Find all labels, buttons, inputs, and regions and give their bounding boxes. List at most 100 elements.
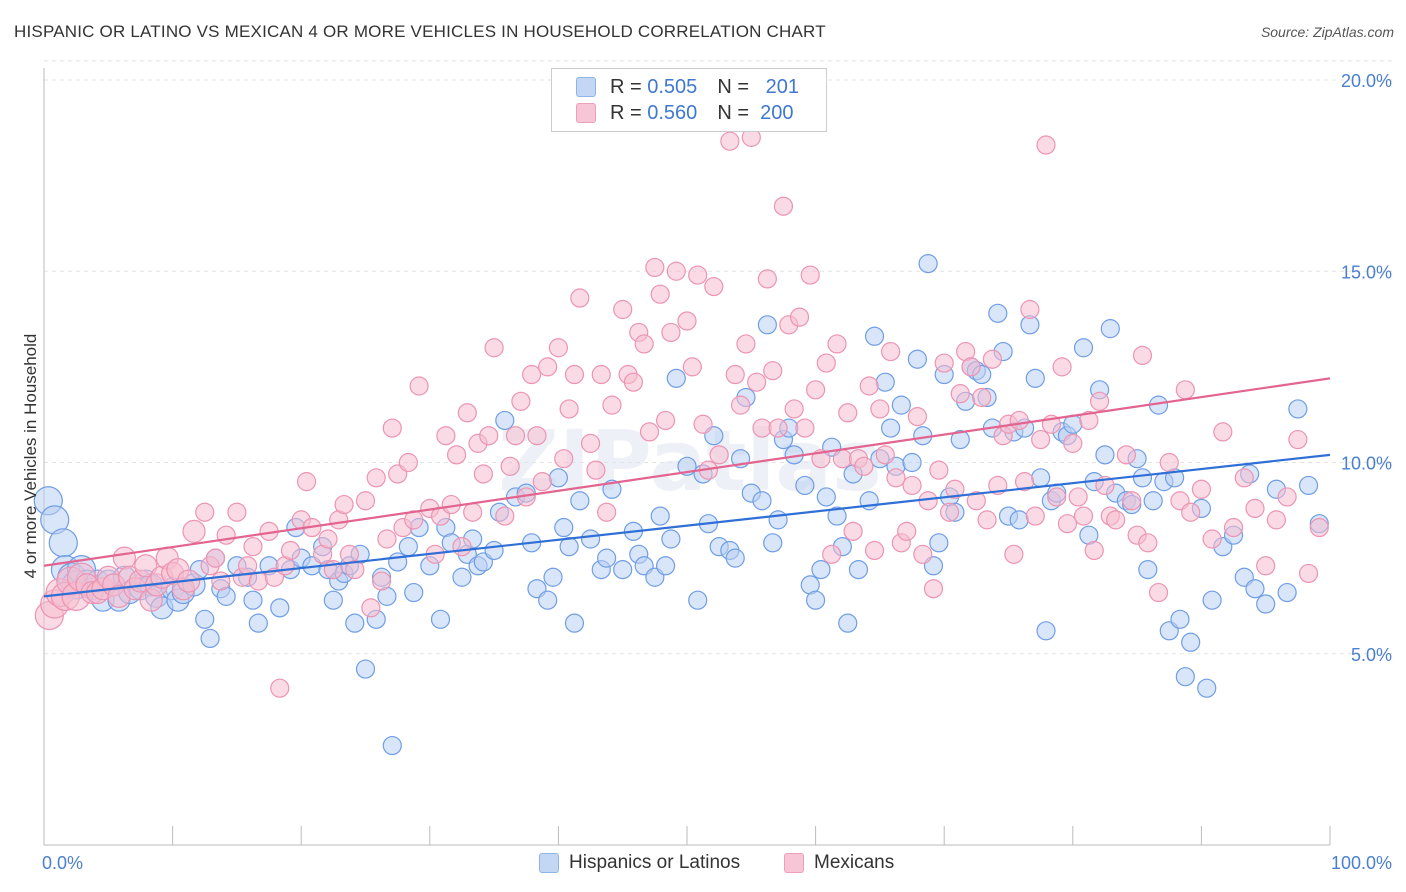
mexicans-point — [1106, 510, 1126, 530]
legend-item-hispanics[interactable]: Hispanics or Latinos — [539, 852, 740, 874]
mexicans-point — [1009, 410, 1029, 431]
hispanics-point — [538, 590, 558, 610]
hispanics-point — [848, 559, 869, 580]
legend-swatch-hispanics — [539, 853, 559, 873]
hispanics-point — [875, 372, 895, 392]
hispanics-point — [811, 559, 831, 580]
chart-title: HISPANIC OR LATINO VS MEXICAN 4 OR MORE … — [14, 22, 826, 41]
legend-r-label: R = — [610, 75, 642, 98]
hispanics-point — [1256, 594, 1276, 614]
mexicans-point — [789, 307, 810, 327]
mexicans-point — [382, 418, 402, 438]
legend-row-mexicans: R = 0.560 N = 200 — [576, 101, 794, 125]
mexicans-point — [1122, 491, 1142, 511]
mexicans-point — [318, 529, 338, 549]
mexicans-point — [972, 387, 992, 408]
mexicans-point — [505, 426, 526, 446]
hispanics-point — [725, 548, 745, 568]
hispanics-point — [988, 303, 1008, 323]
legend-n-label: N = — [717, 101, 749, 124]
mexicans-point — [591, 364, 611, 385]
mexicans-point — [1202, 529, 1222, 549]
mexicans-point — [1159, 452, 1179, 473]
series-legend: Hispanics or Latinos Mexicans — [0, 852, 1406, 878]
mexicans-point — [532, 472, 552, 492]
mexicans-point — [1084, 540, 1104, 561]
mexicans-point — [452, 537, 472, 557]
hispanics-point — [864, 326, 885, 346]
mexicans-point — [650, 284, 670, 304]
mexicans-point — [805, 380, 826, 400]
hispanics-point — [248, 613, 268, 633]
mexicans-point — [457, 403, 477, 423]
mexicans-point — [886, 468, 906, 488]
y-tick-label: 20.0% — [1341, 71, 1392, 91]
mexicans-point — [693, 414, 713, 434]
mexicans-point — [929, 460, 949, 480]
mexicans-point — [1223, 517, 1244, 538]
hispanics-point — [1288, 399, 1308, 419]
mexicans-point — [134, 554, 158, 578]
hispanics-point — [243, 590, 263, 610]
hispanics-point — [1031, 468, 1051, 488]
hispanics-point — [1170, 609, 1190, 629]
mexicans-point — [757, 269, 777, 289]
hispanics-point — [382, 735, 402, 756]
mexicans-point — [1175, 380, 1195, 400]
legend-r-value-hispanics: 0.505 — [647, 75, 698, 98]
mexicans-point — [864, 540, 885, 561]
mexicans-point — [1004, 544, 1024, 564]
mexicans-point — [875, 445, 895, 465]
mexicans-point — [522, 364, 542, 385]
mexicans-point — [1052, 357, 1072, 377]
mexicans-point — [602, 395, 622, 415]
mexicans-point — [859, 376, 879, 396]
hispanics-point — [1073, 338, 1094, 358]
mexicans-point — [795, 418, 815, 438]
source-label: Source: ZipAtlas.com — [1260, 24, 1394, 40]
hispanics-point — [430, 609, 451, 629]
mexicans-point — [961, 357, 981, 377]
mexicans-point — [725, 364, 745, 385]
mexicans-point — [1148, 582, 1169, 603]
mexicans-point — [661, 322, 681, 343]
mexicans-point — [827, 334, 847, 354]
mexicans-point — [800, 265, 820, 285]
hispanics-point — [200, 628, 220, 649]
mexicans-point — [211, 571, 231, 591]
mexicans-point — [977, 510, 997, 530]
hispanics-point — [816, 487, 836, 507]
mexicans-point — [747, 372, 767, 392]
correlation-legend: R = 0.505 N = 201 R = 0.560 N = 200 — [551, 68, 827, 132]
mexicans-point — [296, 472, 317, 492]
hispanics-point — [655, 556, 676, 576]
y-tick-label: 5.0% — [1351, 645, 1392, 665]
mexicans-point — [280, 540, 301, 561]
mexicans-point — [182, 519, 206, 543]
legend-item-mexicans[interactable]: Mexicans — [784, 852, 894, 874]
hispanics-point — [602, 479, 622, 499]
legend-swatch-hispanics — [576, 77, 596, 97]
hispanics-point — [48, 528, 78, 558]
mexicans-point — [500, 456, 520, 476]
hispanics-point — [484, 540, 504, 561]
mexicans-point — [1031, 429, 1051, 450]
mexicans-point — [479, 426, 499, 446]
mexicans-point — [688, 265, 708, 285]
hispanics-point — [902, 452, 922, 473]
hispanics-point — [1036, 621, 1056, 641]
hispanics-point — [1100, 319, 1120, 339]
x-axis-ticks — [43, 826, 1331, 845]
mexicans-point — [361, 598, 381, 618]
hispanics-point — [838, 613, 858, 633]
mexicans-point — [752, 418, 772, 438]
mexicans-point — [554, 449, 574, 469]
mexicans-point — [345, 559, 365, 580]
hispanics-point — [570, 491, 590, 511]
mexicans-point — [548, 338, 569, 358]
hispanics-point — [891, 395, 911, 415]
hispanics-point — [1298, 475, 1319, 496]
mexicans-point — [1266, 510, 1287, 530]
hispanics-point — [1245, 579, 1265, 599]
